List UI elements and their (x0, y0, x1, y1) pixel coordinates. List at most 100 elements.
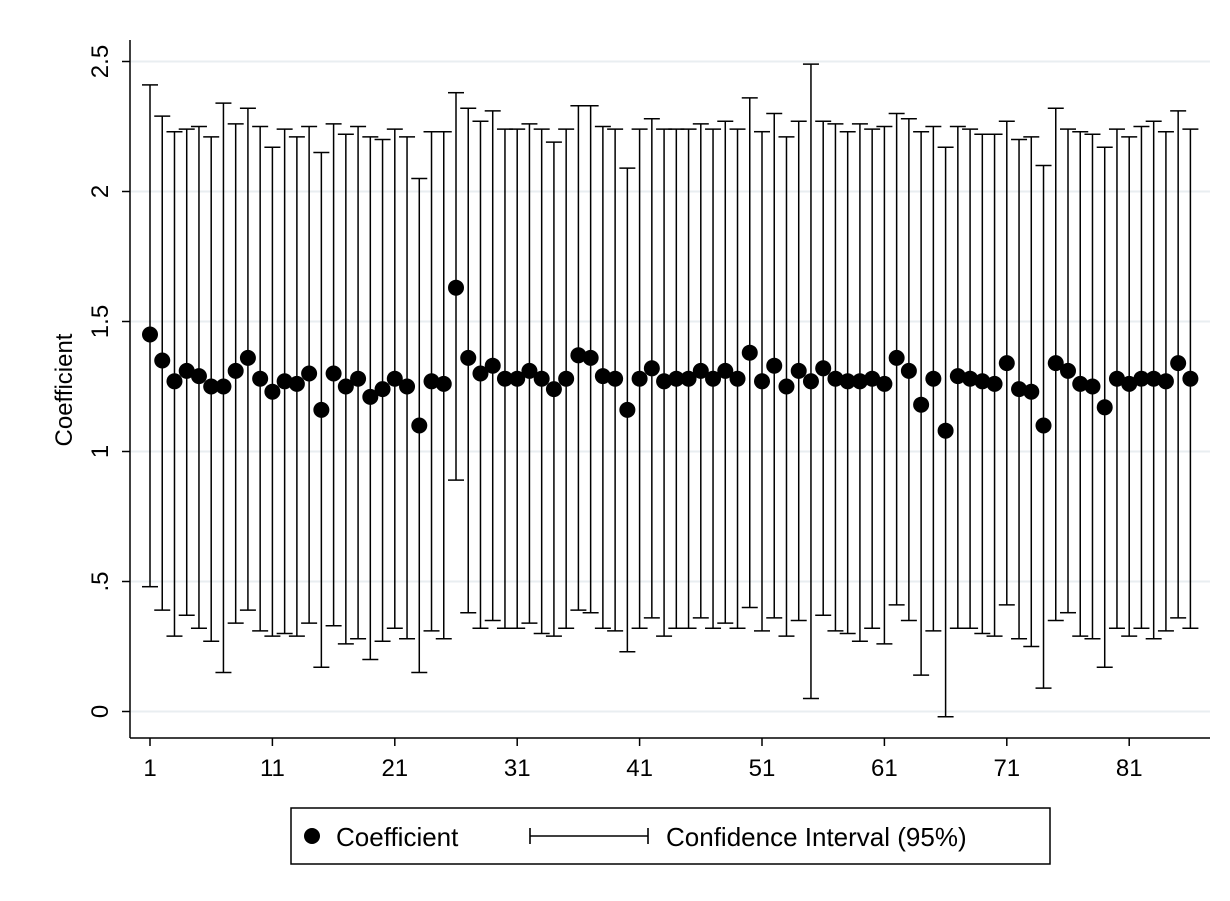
coefficient-point (913, 396, 930, 413)
x-tick-label: 31 (504, 755, 531, 782)
y-axis-title: Coefficient (51, 333, 78, 446)
coefficient-point (619, 401, 636, 418)
x-tick-label: 71 (993, 755, 1020, 782)
coefficient-point (374, 381, 391, 398)
coefficient-point (1011, 381, 1028, 398)
x-tick-label: 1 (143, 755, 156, 782)
coefficient-point (1047, 355, 1064, 372)
y-tick-label: .5 (87, 571, 114, 591)
gridlines (131, 60, 1210, 713)
coefficient-point (802, 373, 819, 390)
coefficient-point (1023, 383, 1040, 400)
coefficient-point (754, 373, 770, 390)
coefficient-point (1145, 370, 1162, 387)
coefficient-point (423, 373, 440, 390)
coefficient-point (790, 362, 807, 379)
coefficient-point (815, 360, 832, 377)
coefficient-point (521, 362, 538, 379)
coefficient-point (166, 373, 183, 390)
coefficient-point (729, 370, 746, 387)
coefficient-point (1133, 370, 1150, 387)
coefficient-point (288, 375, 305, 392)
coefficient-point (839, 373, 856, 390)
coefficient-point (778, 378, 795, 395)
legend: Coefficient Confidence Interval (95%) (290, 807, 1051, 865)
coefficient-point (705, 370, 722, 387)
coefficient-point (656, 373, 673, 390)
axes (122, 40, 1210, 746)
coefficient-point (142, 326, 158, 343)
coefficient-point (1072, 375, 1089, 392)
coefficient-point (962, 370, 979, 387)
coefficient-point (435, 375, 452, 392)
coefficient-point (545, 381, 562, 398)
coefficient-point (1108, 370, 1125, 387)
coefficient-point (190, 368, 207, 385)
coefficient-point (178, 362, 195, 379)
coefficient-point (1035, 417, 1052, 434)
coefficient-point (558, 370, 575, 387)
x-tick-label: 11 (260, 755, 285, 782)
x-tick-label: 21 (381, 755, 408, 782)
coefficient-point (668, 370, 685, 387)
coefficient-point (998, 355, 1015, 372)
coefficient-point (203, 378, 220, 395)
coefficient-point (215, 378, 232, 395)
y-tick-label: 2 (87, 185, 114, 198)
coefficient-point (717, 362, 734, 379)
x-tick-label: 61 (871, 755, 898, 782)
x-tick-labels: 1 11 21 31 41 51 61 71 81 (143, 755, 1142, 782)
coefficient-point (337, 378, 354, 395)
coefficient-point (1170, 355, 1187, 372)
y-tick-label: 1 (87, 445, 114, 458)
coefficient-point (460, 349, 477, 366)
coefficient-point (1084, 378, 1101, 395)
coefficient-point (741, 344, 758, 361)
coefficient-point (533, 370, 550, 387)
coefficient-point (766, 357, 783, 374)
coefficient-point (239, 349, 256, 366)
coefficient-point (484, 357, 501, 374)
coefficient-point (411, 417, 428, 434)
coefficient-point (1121, 375, 1138, 392)
coefficient-point (876, 375, 893, 392)
coefficient-point (252, 370, 269, 387)
coefficient-point (264, 383, 281, 400)
coefficient-point (827, 370, 844, 387)
coefficient-point (582, 349, 599, 366)
coefficient-point (1060, 362, 1076, 379)
coefficient-point (276, 373, 293, 390)
coefficient-point (1157, 373, 1174, 390)
coefficient-point (509, 370, 526, 387)
y-tick-labels: 0 .5 1 1.5 2 2.5 (87, 45, 114, 718)
coefficient-point (851, 373, 868, 390)
coefficient-point (496, 370, 513, 387)
coefficient-point (900, 362, 917, 379)
coefficient-point (448, 279, 464, 296)
y-tick-label: 2.5 (87, 45, 114, 78)
coefficient-point (472, 365, 489, 382)
coefficient-point (570, 347, 587, 364)
y-tick-label: 0 (87, 705, 114, 718)
coefficient-point (888, 349, 905, 366)
legend-coefficient-marker (304, 828, 320, 844)
coefficient-point (607, 370, 624, 387)
x-tick-label: 81 (1116, 755, 1143, 782)
coefficient-point (692, 362, 709, 379)
coefficient-point (1182, 370, 1199, 387)
legend-ci-label: Confidence Interval (95%) (666, 822, 967, 852)
legend-coefficient-label: Coefficient (336, 822, 459, 852)
coefficient-point (313, 401, 330, 418)
coefficient-point (631, 370, 648, 387)
coefficient-point (986, 375, 1003, 392)
coefficient-point (325, 365, 342, 382)
coefficient-point (154, 352, 171, 369)
coefficient-point (864, 370, 881, 387)
coefficient-point (594, 368, 611, 385)
coefficient-point (350, 370, 367, 387)
coefficient-point (362, 388, 379, 405)
coefficient-point (680, 370, 697, 387)
coefficient-point (301, 365, 318, 382)
coefficient-point (949, 368, 966, 385)
